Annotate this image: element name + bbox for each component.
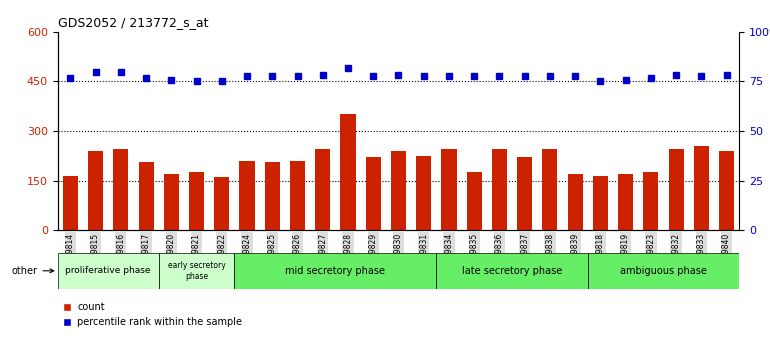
Bar [63, 176, 78, 230]
Bar [265, 162, 280, 230]
Bar [567, 174, 583, 230]
Text: mid secretory phase: mid secretory phase [286, 266, 385, 276]
Text: early secretory
phase: early secretory phase [168, 261, 226, 280]
Bar [366, 158, 381, 230]
Bar [441, 149, 457, 230]
Text: other: other [12, 266, 54, 276]
Text: GDS2052 / 213772_s_at: GDS2052 / 213772_s_at [58, 16, 208, 29]
Bar [668, 149, 684, 230]
Bar [315, 149, 330, 230]
Bar [189, 172, 204, 230]
Bar [643, 172, 658, 230]
Bar [214, 177, 229, 230]
FancyBboxPatch shape [588, 253, 739, 289]
FancyBboxPatch shape [234, 253, 437, 289]
Bar [290, 161, 305, 230]
Legend: count, percentile rank within the sample: count, percentile rank within the sample [62, 302, 243, 327]
Text: late secretory phase: late secretory phase [462, 266, 562, 276]
Bar [719, 151, 734, 230]
FancyBboxPatch shape [58, 253, 159, 289]
Bar [139, 162, 154, 230]
Bar [694, 146, 709, 230]
Bar [593, 176, 608, 230]
Bar [391, 151, 406, 230]
Bar [542, 149, 557, 230]
Bar [239, 161, 255, 230]
Bar [113, 149, 129, 230]
Bar [164, 174, 179, 230]
Bar [492, 149, 507, 230]
Bar [618, 174, 633, 230]
Bar [340, 114, 356, 230]
Bar [416, 156, 431, 230]
Bar [467, 172, 482, 230]
Text: proliferative phase: proliferative phase [65, 266, 151, 275]
Text: ambiguous phase: ambiguous phase [620, 266, 707, 276]
Bar [88, 151, 103, 230]
FancyBboxPatch shape [437, 253, 588, 289]
FancyBboxPatch shape [159, 253, 234, 289]
Bar [517, 158, 532, 230]
